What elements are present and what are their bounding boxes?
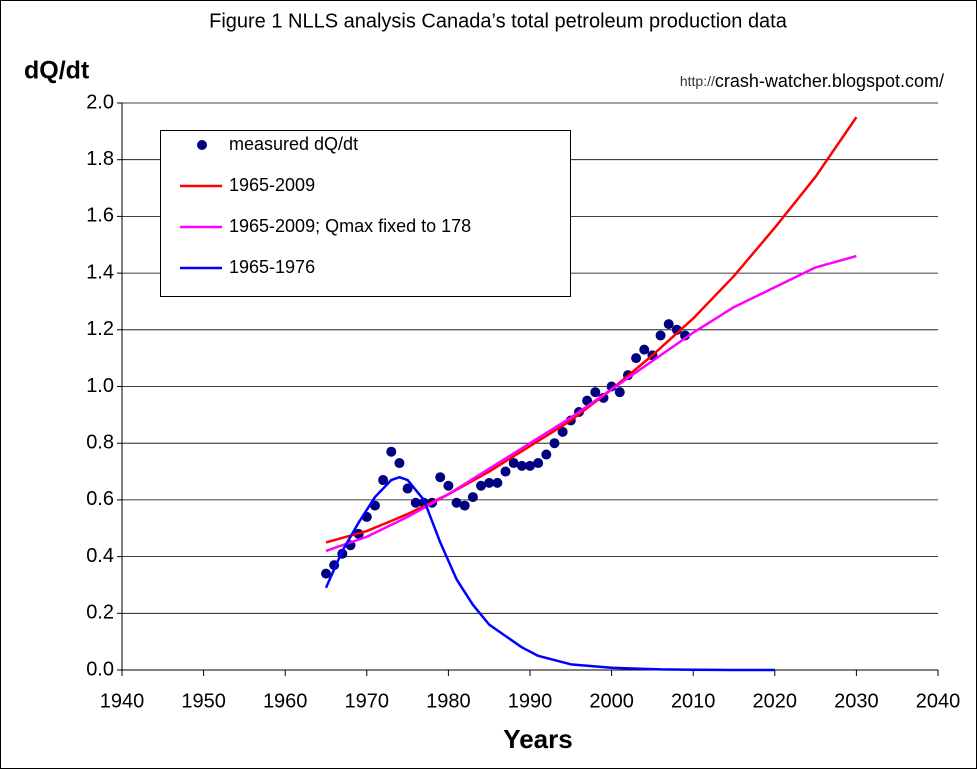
data-point [557, 426, 568, 437]
source-text: crash-watcher.blogspot.com/ [715, 71, 944, 91]
x-axis-label: Years [503, 724, 572, 754]
data-point [378, 475, 389, 486]
data-point [655, 330, 666, 341]
data-point [614, 387, 625, 398]
x-tick-label: 1990 [508, 690, 553, 712]
y-tick-label: 0.0 [86, 658, 114, 680]
x-tick-label: 2010 [671, 690, 716, 712]
data-point [321, 568, 331, 579]
series-line [324, 475, 775, 672]
y-tick-label: 1.6 [86, 205, 114, 227]
x-tick-label: 1950 [181, 690, 226, 712]
legend-marker [197, 140, 207, 150]
data-point [631, 353, 642, 364]
x-tick-label: 1940 [100, 690, 145, 712]
series-line [325, 254, 857, 553]
data-point [663, 319, 674, 330]
data-point [386, 446, 397, 457]
data-point [484, 477, 495, 488]
x-tick-label: 2020 [753, 690, 798, 712]
data-point [459, 500, 470, 511]
y-tick-label: 0.2 [86, 602, 114, 624]
legend-label: 1965-2009; Qmax fixed to 178 [229, 216, 471, 236]
y-tick-label: 1.0 [86, 375, 114, 397]
x-tick-label: 1970 [345, 690, 390, 712]
data-point [541, 449, 552, 460]
source: http://crash-watcher.blogspot.com/ [680, 71, 944, 91]
x-tick-label: 2000 [589, 690, 634, 712]
data-point [500, 466, 511, 477]
data-point [639, 344, 650, 355]
x-tick-label: 1960 [263, 690, 308, 712]
data-point [508, 458, 519, 469]
data-point [516, 460, 527, 471]
y-tick-label: 1.8 [86, 148, 114, 170]
y-tick-label: 1.2 [86, 318, 114, 340]
data-point [402, 483, 413, 494]
data-point [467, 492, 478, 503]
source-prefix: http:// [680, 73, 715, 89]
y-tick-label: 0.8 [86, 431, 114, 453]
legend-label: 1965-1976 [229, 257, 315, 277]
data-point [590, 387, 601, 398]
data-point [549, 438, 560, 449]
y-tick-label: 2.0 [86, 91, 114, 113]
data-point [525, 460, 535, 471]
data-point [533, 458, 544, 469]
data-point [410, 497, 421, 508]
data-point [435, 472, 446, 483]
data-point [451, 497, 462, 508]
legend-label: 1965-2009 [229, 175, 315, 195]
data-point [492, 477, 503, 488]
data-point [476, 480, 487, 491]
data-point [394, 458, 405, 469]
y-axis-label: dQ/dt [24, 57, 90, 85]
data-point [443, 480, 454, 491]
y-tick-label: 1.4 [86, 261, 114, 283]
y-tick-label: 0.6 [86, 488, 114, 510]
chart-title: Figure 1 NLLS analysis Canada’s total pe… [209, 10, 788, 32]
legend-label: measured dQ/dt [229, 134, 358, 154]
x-tick-label: 1980 [426, 690, 471, 712]
x-tick-label: 2040 [916, 690, 961, 712]
legend-box [160, 130, 571, 297]
x-tick-label: 2030 [834, 690, 879, 712]
y-tick-label: 0.4 [86, 545, 114, 567]
